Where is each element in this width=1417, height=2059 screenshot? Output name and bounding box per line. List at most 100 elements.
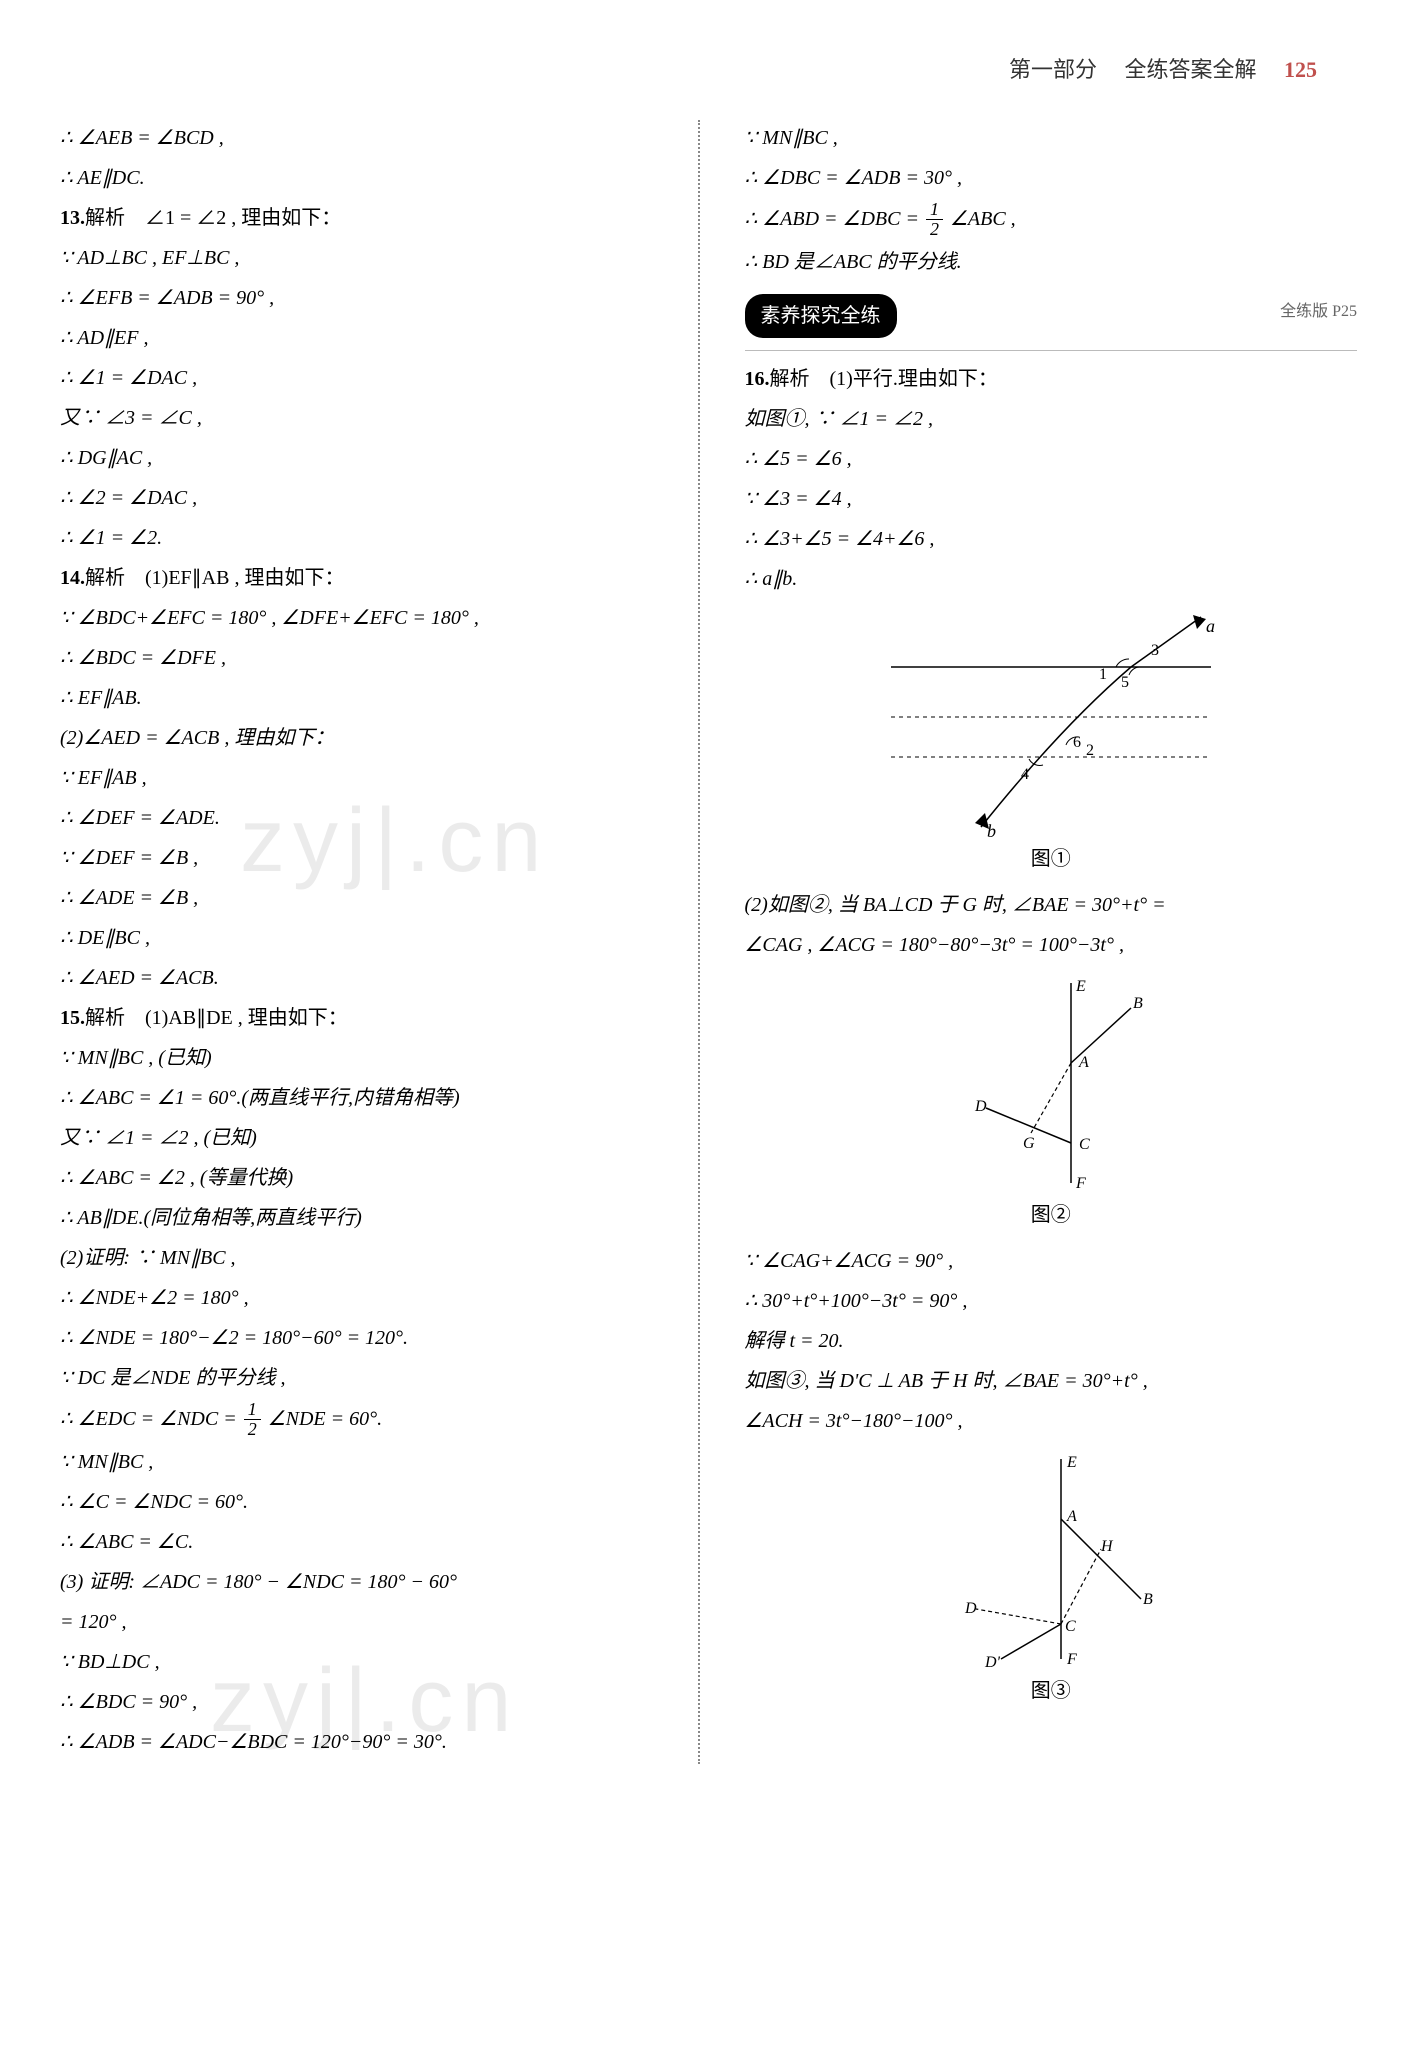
section-row: 素养探究全练 全练版 P25 <box>745 284 1358 348</box>
problem-13-head: 13.解析 ∠1 = ∠2 , 理由如下： <box>60 200 673 236</box>
label-H: H <box>1100 1538 1114 1555</box>
frac-post: ∠NDE = 60°. <box>268 1407 382 1429</box>
text-line: ∴ ∠AED = ∠ACB. <box>60 960 673 996</box>
label-a: a <box>1206 616 1215 636</box>
label-C: C <box>1079 1136 1090 1153</box>
numerator: 1 <box>926 200 943 221</box>
problem-number: 15. <box>60 1007 85 1029</box>
text-line: ∠CAG , ∠ACG = 180°−80°−3t° = 100°−3t° , <box>745 927 1358 963</box>
figure-1-svg: a b 1 3 5 6 2 4 <box>871 607 1231 837</box>
problem-number: 13. <box>60 207 85 229</box>
frac-pre: ∴ ∠EDC = ∠NDC = <box>60 1407 242 1429</box>
text-line: ∴ ∠ADB = ∠ADC−∠BDC = 120°−90° = 30°. <box>60 1724 673 1760</box>
label-b: b <box>987 821 996 837</box>
text-line: ∴ ∠ABC = ∠C. <box>60 1524 673 1560</box>
label-F: F <box>1075 1175 1086 1192</box>
problem-head: 解析 ∠1 = ∠2 , 理由如下： <box>85 207 341 229</box>
text-line: 又∵ ∠1 = ∠2 , (已知) <box>60 1120 673 1156</box>
problem-15-head: 15.解析 (1)AB∥DE , 理由如下： <box>60 1000 673 1036</box>
text-line: ∴ DE∥BC , <box>60 920 673 956</box>
text-line: ∵ MN∥BC , <box>745 120 1358 156</box>
text-line: ∴ ∠NDE = 180°−∠2 = 180°−60° = 120°. <box>60 1320 673 1356</box>
text-line-frac: ∴ ∠EDC = ∠NDC = 1 2 ∠NDE = 60°. <box>60 1400 673 1441</box>
label-G: G <box>1023 1135 1035 1152</box>
text-line: (2)证明: ∵ MN∥BC , <box>60 1240 673 1276</box>
numerator: 1 <box>244 1400 261 1421</box>
text-line: 又∵ ∠3 = ∠C , <box>60 400 673 436</box>
denominator: 2 <box>926 220 943 240</box>
text-line-frac: ∴ ∠ABD = ∠DBC = 1 2 ∠ABC , <box>745 200 1358 241</box>
text-line: ∵ MN∥BC , (已知) <box>60 1040 673 1076</box>
figure-2: E B A D G C F 图② <box>745 973 1358 1233</box>
figure-2-label: 图② <box>745 1197 1358 1233</box>
page-header: 第一部分 全练答案全解 125 <box>60 50 1357 90</box>
text-line: ∴ ∠2 = ∠DAC , <box>60 480 673 516</box>
two-column-layout: zyj|.cn zyj|.cn ∴ ∠AEB = ∠BCD , ∴ AE∥DC.… <box>60 120 1357 1765</box>
header-title: 全练答案全解 <box>1124 57 1256 82</box>
text-line: ∴ ∠EFB = ∠ADB = 90° , <box>60 280 673 316</box>
problem-16-head: 16.解析 (1)平行.理由如下： <box>745 361 1358 397</box>
text-line: ∴ a∥b. <box>745 561 1358 597</box>
text-line: ∴ ∠1 = ∠DAC , <box>60 360 673 396</box>
text-line: ∴ ∠1 = ∠2. <box>60 520 673 556</box>
text-line: 如图①, ∵ ∠1 = ∠2 , <box>745 401 1358 437</box>
text-line: ∴ ∠BDC = 90° , <box>60 1684 673 1720</box>
text-line: ∴ ∠DBC = ∠ADB = 30° , <box>745 160 1358 196</box>
problem-number: 16. <box>745 368 770 390</box>
text-line: = 120° , <box>60 1604 673 1640</box>
text-line: ∴ ∠3+∠5 = ∠4+∠6 , <box>745 521 1358 557</box>
text-line: ∴ EF∥AB. <box>60 680 673 716</box>
label-3: 3 <box>1151 642 1159 659</box>
text-line: ∴ ∠ADE = ∠B , <box>60 880 673 916</box>
label-C: C <box>1065 1618 1076 1635</box>
text-line: ∵ MN∥BC , <box>60 1444 673 1480</box>
page-ref: 全练版 P25 <box>1280 298 1357 327</box>
right-column: ∵ MN∥BC , ∴ ∠DBC = ∠ADB = 30° , ∴ ∠ABD =… <box>720 120 1358 1765</box>
text-line: ∴ 30°+t°+100°−3t° = 90° , <box>745 1283 1358 1319</box>
left-column: zyj|.cn zyj|.cn ∴ ∠AEB = ∠BCD , ∴ AE∥DC.… <box>60 120 700 1765</box>
text-line: ∵ BD⊥DC , <box>60 1644 673 1680</box>
problem-head: 解析 (1)EF∥AB , 理由如下： <box>85 567 344 589</box>
figure-3-label: 图③ <box>745 1673 1358 1709</box>
text-line: ∴ ∠5 = ∠6 , <box>745 441 1358 477</box>
text-line: 如图③, 当 D'C ⊥ AB 于 H 时, ∠BAE = 30°+t° , <box>745 1363 1358 1399</box>
text-line: (2)如图②, 当 BA⊥CD 于 G 时, ∠BAE = 30°+t° = <box>745 887 1358 923</box>
text-line: ∴ DG∥AC , <box>60 440 673 476</box>
section-label: 第一部分 <box>1009 57 1097 82</box>
label-Dp: D' <box>984 1654 1001 1669</box>
text-line: ∵ AD⊥BC , EF⊥BC , <box>60 240 673 276</box>
fraction: 1 2 <box>926 200 943 241</box>
text-line: ∵ EF∥AB , <box>60 760 673 796</box>
text-line: ∵ ∠DEF = ∠B , <box>60 840 673 876</box>
section-badge: 素养探究全练 <box>745 294 897 338</box>
text-line: ∴ ∠ABC = ∠2 , (等量代换) <box>60 1160 673 1196</box>
text-line: ∵ ∠CAG+∠ACG = 90° , <box>745 1243 1358 1279</box>
problem-14-head: 14.解析 (1)EF∥AB , 理由如下： <box>60 560 673 596</box>
label-D: D <box>964 1600 977 1617</box>
divider <box>745 350 1358 351</box>
text-line: (2)∠AED = ∠ACB , 理由如下： <box>60 720 673 756</box>
text-line: ∴ ∠DEF = ∠ADE. <box>60 800 673 836</box>
text-line: ∴ AB∥DE.(同位角相等,两直线平行) <box>60 1200 673 1236</box>
problem-number: 14. <box>60 567 85 589</box>
label-2: 2 <box>1086 742 1094 759</box>
text-line: ∴ ∠NDE+∠2 = 180° , <box>60 1280 673 1316</box>
denominator: 2 <box>244 1420 261 1440</box>
text-line: ∵ ∠BDC+∠EFC = 180° , ∠DFE+∠EFC = 180° , <box>60 600 673 636</box>
figure-2-svg: E B A D G C F <box>941 973 1161 1193</box>
text-line: ∠ACH = 3t°−180°−100° , <box>745 1403 1358 1439</box>
text-line: ∴ ∠ABC = ∠1 = 60°.(两直线平行,内错角相等) <box>60 1080 673 1116</box>
figure-1: a b 1 3 5 6 2 4 图① <box>745 607 1358 877</box>
frac-post: ∠ABC , <box>950 207 1016 229</box>
text-line: ∴ ∠C = ∠NDC = 60°. <box>60 1484 673 1520</box>
figure-3-svg: E A H B D C D' F <box>941 1449 1161 1669</box>
label-B: B <box>1143 1591 1153 1608</box>
problem-head: 解析 (1)平行.理由如下： <box>770 368 998 390</box>
label-F: F <box>1066 1651 1077 1668</box>
label-D: D <box>974 1098 987 1115</box>
problem-head: 解析 (1)AB∥DE , 理由如下： <box>85 1007 348 1029</box>
text-line: ∵ ∠3 = ∠4 , <box>745 481 1358 517</box>
label-E: E <box>1075 978 1086 995</box>
frac-pre: ∴ ∠ABD = ∠DBC = <box>745 207 924 229</box>
fraction: 1 2 <box>244 1400 261 1441</box>
